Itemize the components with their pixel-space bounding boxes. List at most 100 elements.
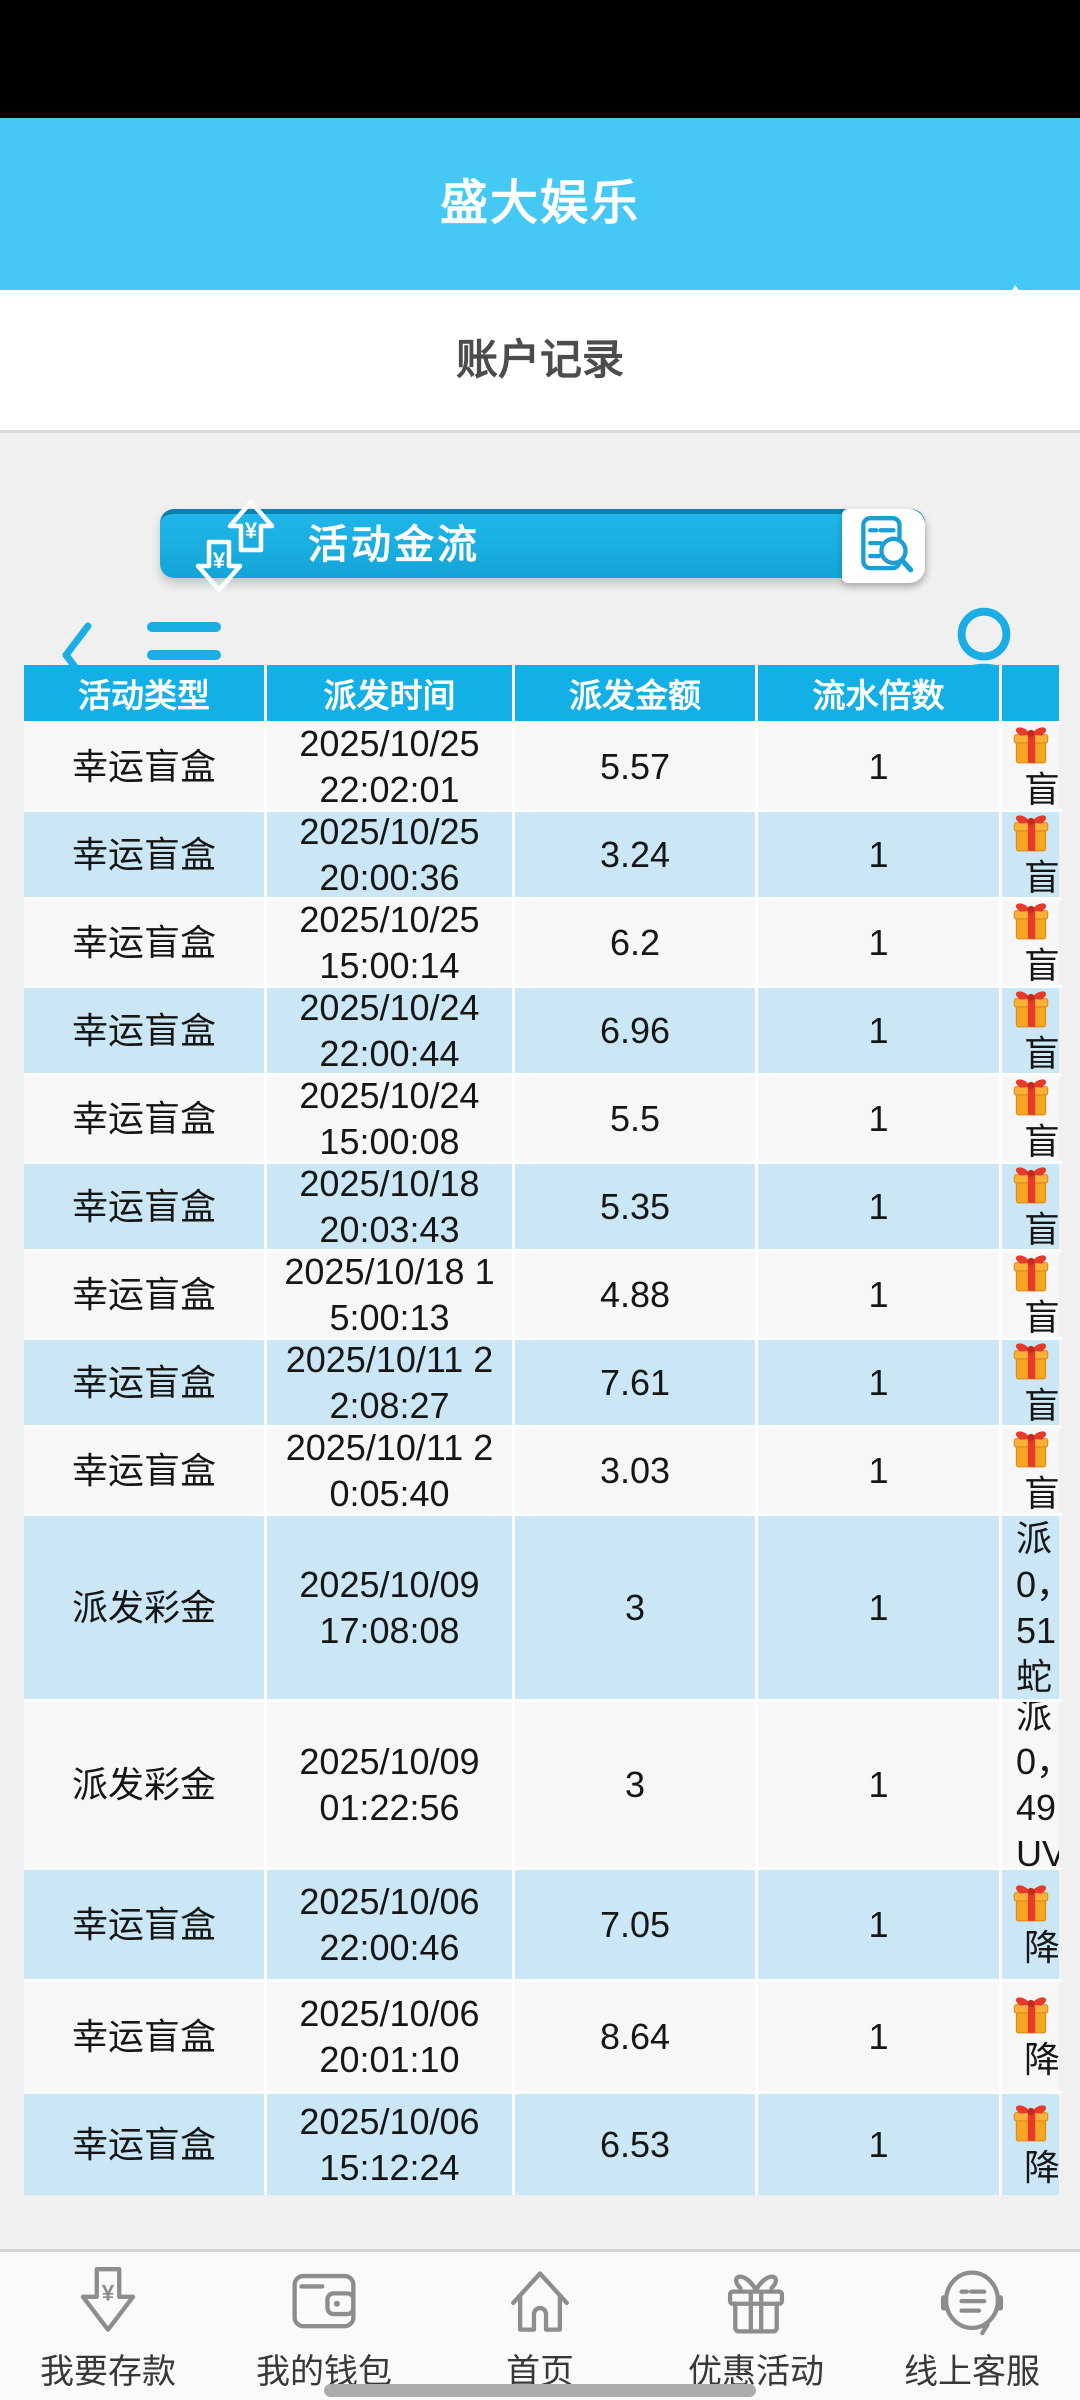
bottom-nav-item-优惠活动[interactable]: 优惠活动 [648,2252,864,2400]
table-row: 幸运盲盒 2025/10/06 20:01:10 8.64 1 降 [24,1979,1062,2091]
cell-activity-type: 幸运盲盒 [24,1164,267,1249]
table-row: 幸运盲盒 2025/10/24 22:00:44 6.96 1 盲 [24,985,1062,1073]
table-row: 幸运盲盒 2025/10/25 22:02:01 5.57 1 盲 [24,721,1062,809]
cell-activity-type: 幸运盲盒 [24,1340,267,1425]
cell-turnover-multiple: 1 [758,988,1002,1073]
cell-note: 盲 [1002,1428,1059,1513]
cell-activity-type: 幸运盲盒 [24,900,267,985]
cell-turnover-multiple: 1 [758,1164,1002,1249]
note-text: 盲 [1024,1208,1059,1250]
svg-text:¥: ¥ [102,2280,115,2305]
note-text: 降 [1024,2038,1059,2080]
svg-text:¥: ¥ [245,518,258,543]
bottom-nav-item-我的钱包[interactable]: 我的钱包 [216,2252,432,2400]
filter-label: 活动金流 [308,523,480,567]
note-text-line: 派 [1016,1517,1053,1559]
bottom-nav-item-我要存款[interactable]: ¥ 我要存款 [0,2252,216,2400]
cell-turnover-multiple: 1 [758,812,1002,897]
column-header-dispatch-amount: 派发金额 [515,665,758,721]
cell-dispatch-time: 2025/10/25 15:00:14 [267,900,515,985]
home-icon [502,2264,578,2340]
cell-dispatch-amount: 5.57 [515,724,758,809]
gift-icon [1008,724,1054,767]
activity-flow-filter[interactable]: ¥ ¥ 活动金流 [160,499,925,593]
cell-dispatch-time: 2025/10/24 22:00:44 [267,988,515,1073]
cell-activity-type: 幸运盲盒 [24,2094,267,2195]
gift-icon [1008,900,1054,943]
cell-dispatch-time: 2025/10/25 20:00:36 [267,812,515,897]
note-text: 盲 [1024,1032,1059,1074]
cell-activity-type: 派发彩金 [24,1702,267,1867]
gift-icon [1008,1991,1054,2037]
cell-activity-type: 幸运盲盒 [24,1428,267,1513]
gift-icon [1008,1164,1054,1207]
cell-turnover-multiple: 1 [758,1870,1002,1979]
cell-dispatch-time: 2025/10/24 15:00:08 [267,1076,515,1161]
table-row: 幸运盲盒 2025/10/24 15:00:08 5.5 1 盲 [24,1073,1062,1161]
note-text-line: 派 [1016,1702,1053,1736]
cell-turnover-multiple: 1 [758,1428,1002,1513]
note-text: 盲 [1024,1120,1059,1162]
cell-note: 派0，51蛇 [1002,1516,1059,1699]
promo-gift-icon [718,2264,794,2340]
cell-note: 降 [1002,2094,1059,2195]
service-icon [934,2264,1010,2340]
note-text: 盲 [1024,1296,1059,1338]
cell-turnover-multiple: 1 [758,1340,1002,1425]
cell-dispatch-time: 2025/10/09 17:08:08 [267,1516,515,1699]
cell-dispatch-amount: 3 [515,1516,758,1699]
cell-activity-type: 幸运盲盒 [24,1870,267,1979]
cell-dispatch-amount: 6.2 [515,900,758,985]
cell-activity-type: 幸运盲盒 [24,1252,267,1337]
table-body: 幸运盲盒 2025/10/25 22:02:01 5.57 1 盲幸运盲盒 2025/10/… [24,721,1062,2195]
nav-bar: 账户记录 [0,290,1080,724]
gift-icon [1008,1252,1054,1295]
cell-dispatch-amount: 7.05 [515,1870,758,1979]
note-text: 降 [1024,2146,1059,2188]
column-header-turnover-multiple: 流水倍数 [758,665,1002,721]
bottom-nav-item-首页[interactable]: 首页 [432,2252,648,2400]
table-row: 幸运盲盒 2025/10/18 1 5:00:13 4.88 1 盲 [24,1249,1062,1337]
bottom-nav: ¥ 我要存款 我的钱包 首页 优惠活动线上客服 [0,2249,1080,2400]
column-header-dispatch-time: 派发时间 [267,665,515,721]
table-row: 幸运盲盒 2025/10/25 15:00:14 6.2 1 盲 [24,897,1062,985]
cell-note: 派 0，49 UV [1002,1702,1059,1867]
bottom-nav-item-线上客服[interactable]: 线上客服 [864,2252,1080,2400]
cell-activity-type: 派发彩金 [24,1516,267,1699]
hamburger-icon [147,622,221,632]
cell-dispatch-amount: 3.24 [515,812,758,897]
cell-dispatch-time: 2025/10/09 01:22:56 [267,1702,515,1867]
gift-icon [1008,2099,1054,2145]
gesture-pill[interactable] [324,2384,756,2397]
page-title: 账户记录 [455,336,624,383]
gift-icon [1008,1428,1054,1471]
cell-dispatch-time: 2025/10/11 2 0:05:40 [267,1428,515,1513]
cell-dispatch-time: 2025/10/06 15:12:24 [267,2094,515,2195]
cell-note: 盲 [1002,1076,1059,1161]
gift-icon [1008,1076,1054,1119]
cell-turnover-multiple: 1 [758,900,1002,985]
cell-activity-type: 幸运盲盒 [24,812,267,897]
bottom-nav-label: 线上客服 [904,2353,1040,2391]
cell-dispatch-amount: 3.03 [515,1428,758,1513]
cell-note: 盲 [1002,988,1059,1073]
cell-activity-type: 幸运盲盒 [24,1982,267,2091]
status-bar [0,0,1080,118]
deposit-icon: ¥ [70,2264,146,2340]
search-records-button[interactable] [842,509,925,583]
cell-note: 盲 [1002,1252,1059,1337]
cell-dispatch-amount: 5.5 [515,1076,758,1161]
app-title: 盛大娱乐 [439,177,640,230]
note-text-line: 0， [1016,1563,1059,1605]
note-text-line: 0， [1016,1740,1059,1782]
gift-icon [1008,988,1054,1031]
money-flow-icon: ¥ ¥ [188,496,288,596]
cell-note: 降 [1002,1870,1059,1979]
cell-note: 盲 [1002,1164,1059,1249]
svg-text:¥: ¥ [213,548,226,573]
note-text: 盲 [1024,944,1059,986]
cell-turnover-multiple: 1 [758,2094,1002,2195]
